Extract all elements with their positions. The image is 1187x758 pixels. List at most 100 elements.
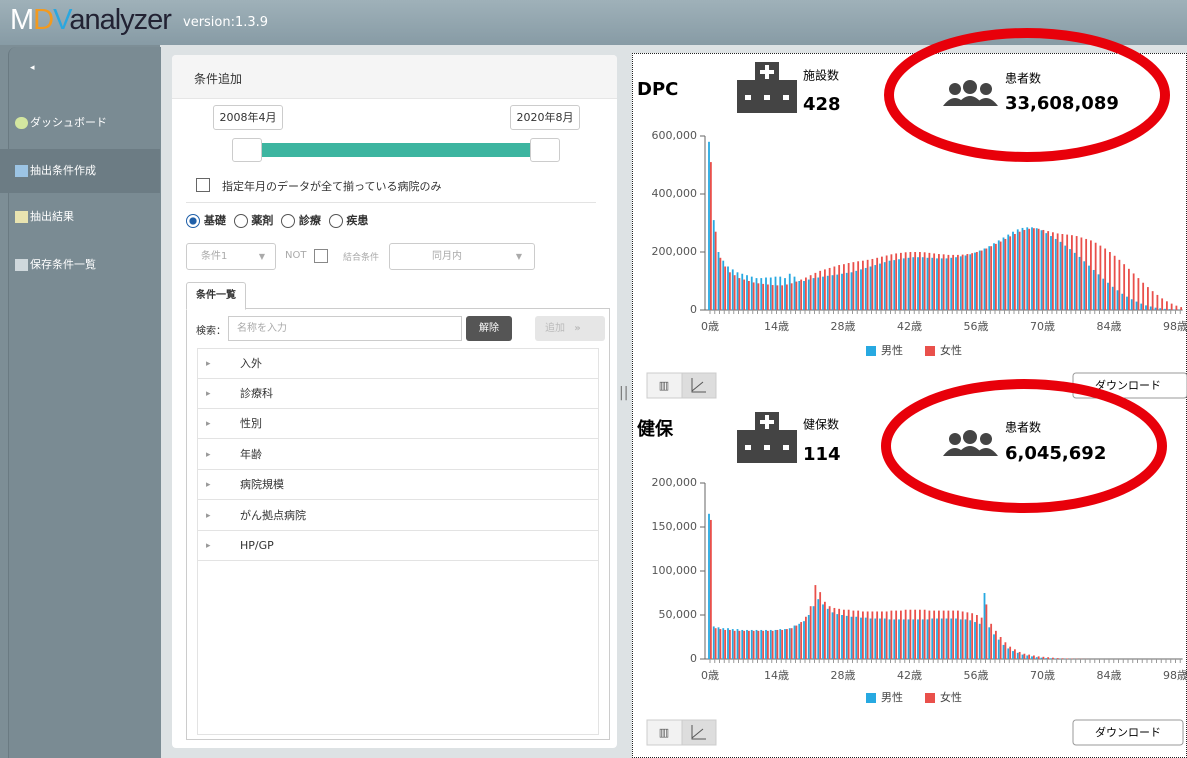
bar	[833, 607, 836, 659]
legend-swatch	[866, 693, 876, 703]
menu-label: 抽出条件作成	[30, 164, 96, 177]
legend-swatch	[925, 693, 935, 703]
logo-text: analyzer	[69, 4, 172, 36]
range-start: 2008年4月	[213, 105, 283, 130]
radio[interactable]	[186, 214, 200, 228]
bar	[743, 630, 746, 659]
radio-label: 薬剤	[251, 214, 274, 227]
bar	[898, 259, 900, 310]
slider-handle[interactable]	[232, 138, 262, 162]
y-tick-label: 200,000	[652, 245, 698, 258]
bar	[961, 254, 964, 310]
bar	[803, 621, 805, 659]
bar	[957, 610, 959, 659]
bar	[1042, 229, 1045, 310]
radio[interactable]	[233, 214, 248, 228]
bar	[888, 260, 891, 310]
bar	[912, 619, 915, 659]
bar	[767, 284, 769, 310]
bar	[1047, 657, 1050, 659]
table-icon: ▥	[659, 379, 669, 392]
bar	[988, 627, 991, 659]
count: 114	[803, 444, 841, 465]
bar	[955, 257, 957, 310]
bar	[1164, 308, 1166, 310]
y-tick-label: 200,000	[652, 476, 698, 489]
tab[interactable]: 条件一覧	[186, 282, 246, 310]
bar	[1059, 241, 1062, 310]
bar	[847, 609, 850, 659]
splitter[interactable]: ||	[619, 385, 629, 401]
search-input[interactable]: 名称を入力	[228, 316, 462, 341]
bar	[774, 629, 777, 659]
tree-item[interactable]: 性別	[198, 409, 598, 439]
bar	[1170, 303, 1173, 310]
bar	[1130, 299, 1133, 310]
bar	[988, 246, 991, 310]
tree-item[interactable]: 病院規模	[198, 470, 598, 500]
bar	[843, 264, 845, 310]
bar	[914, 609, 917, 659]
highlight-circle	[884, 28, 1170, 162]
bar	[1166, 301, 1168, 310]
bar	[755, 629, 758, 659]
bar	[809, 275, 812, 310]
tree-item[interactable]: HP/GP	[198, 531, 598, 561]
bar	[895, 610, 898, 659]
radio[interactable]	[281, 214, 296, 228]
icon	[15, 259, 28, 271]
bar	[817, 277, 820, 310]
bar	[983, 593, 986, 659]
bar	[752, 282, 755, 310]
bar	[843, 609, 845, 659]
bar	[790, 283, 793, 310]
bar	[1159, 308, 1162, 310]
bar	[1033, 655, 1035, 659]
combine-label: 結合条件	[343, 253, 380, 263]
bar	[971, 253, 974, 310]
bar	[1009, 646, 1012, 659]
not-checkbox[interactable]	[314, 249, 328, 263]
download-button[interactable]	[1072, 719, 1184, 746]
bar	[765, 277, 767, 310]
menu-item[interactable]: ダッシュボード	[0, 101, 160, 145]
bar	[936, 258, 938, 310]
bar	[750, 276, 753, 310]
combine-select[interactable]: 同月内 ▼	[389, 243, 535, 270]
bar	[1035, 657, 1038, 659]
bar	[809, 606, 812, 659]
bar	[714, 628, 717, 659]
collapse[interactable]: ◂	[30, 63, 35, 73]
add-button[interactable]: 追加 »	[535, 316, 605, 341]
bar	[784, 278, 786, 310]
bar	[1052, 232, 1054, 310]
radio[interactable]	[328, 214, 343, 228]
bar	[855, 270, 858, 310]
bar	[1107, 282, 1109, 310]
checkbox[interactable]	[196, 178, 210, 192]
bar	[1094, 242, 1097, 310]
bar	[724, 266, 727, 310]
condition-select[interactable]: 条件1 ▼	[186, 243, 276, 270]
icon	[15, 211, 28, 223]
clear-button[interactable]: 解除	[466, 316, 512, 341]
bar	[781, 629, 784, 659]
menu-item[interactable]: 保存条件一覧	[0, 243, 160, 287]
bar	[1104, 248, 1107, 310]
slider-handle[interactable]	[530, 138, 560, 162]
bar	[708, 141, 710, 310]
radio-label: 診療	[298, 214, 321, 227]
sidebar: ◂ ダッシュボード 抽出条件作成 抽出結果 保存条件一覧	[0, 45, 161, 758]
bar	[883, 262, 886, 310]
bar	[1037, 656, 1040, 659]
menu-item[interactable]: 抽出結果	[0, 195, 160, 239]
x-tick-label: 28歳	[831, 669, 856, 682]
bar	[1016, 652, 1019, 659]
panel-dpc: DPC 施設数 428 患者数 33,608,089 ▥ ダウンロード	[637, 62, 1187, 399]
menu-item[interactable]: 抽出条件作成	[0, 149, 160, 193]
bar	[807, 615, 810, 659]
bar	[1012, 651, 1014, 659]
bar	[919, 609, 921, 659]
y-tick-label: 100,000	[652, 564, 698, 577]
bar	[1071, 235, 1073, 310]
